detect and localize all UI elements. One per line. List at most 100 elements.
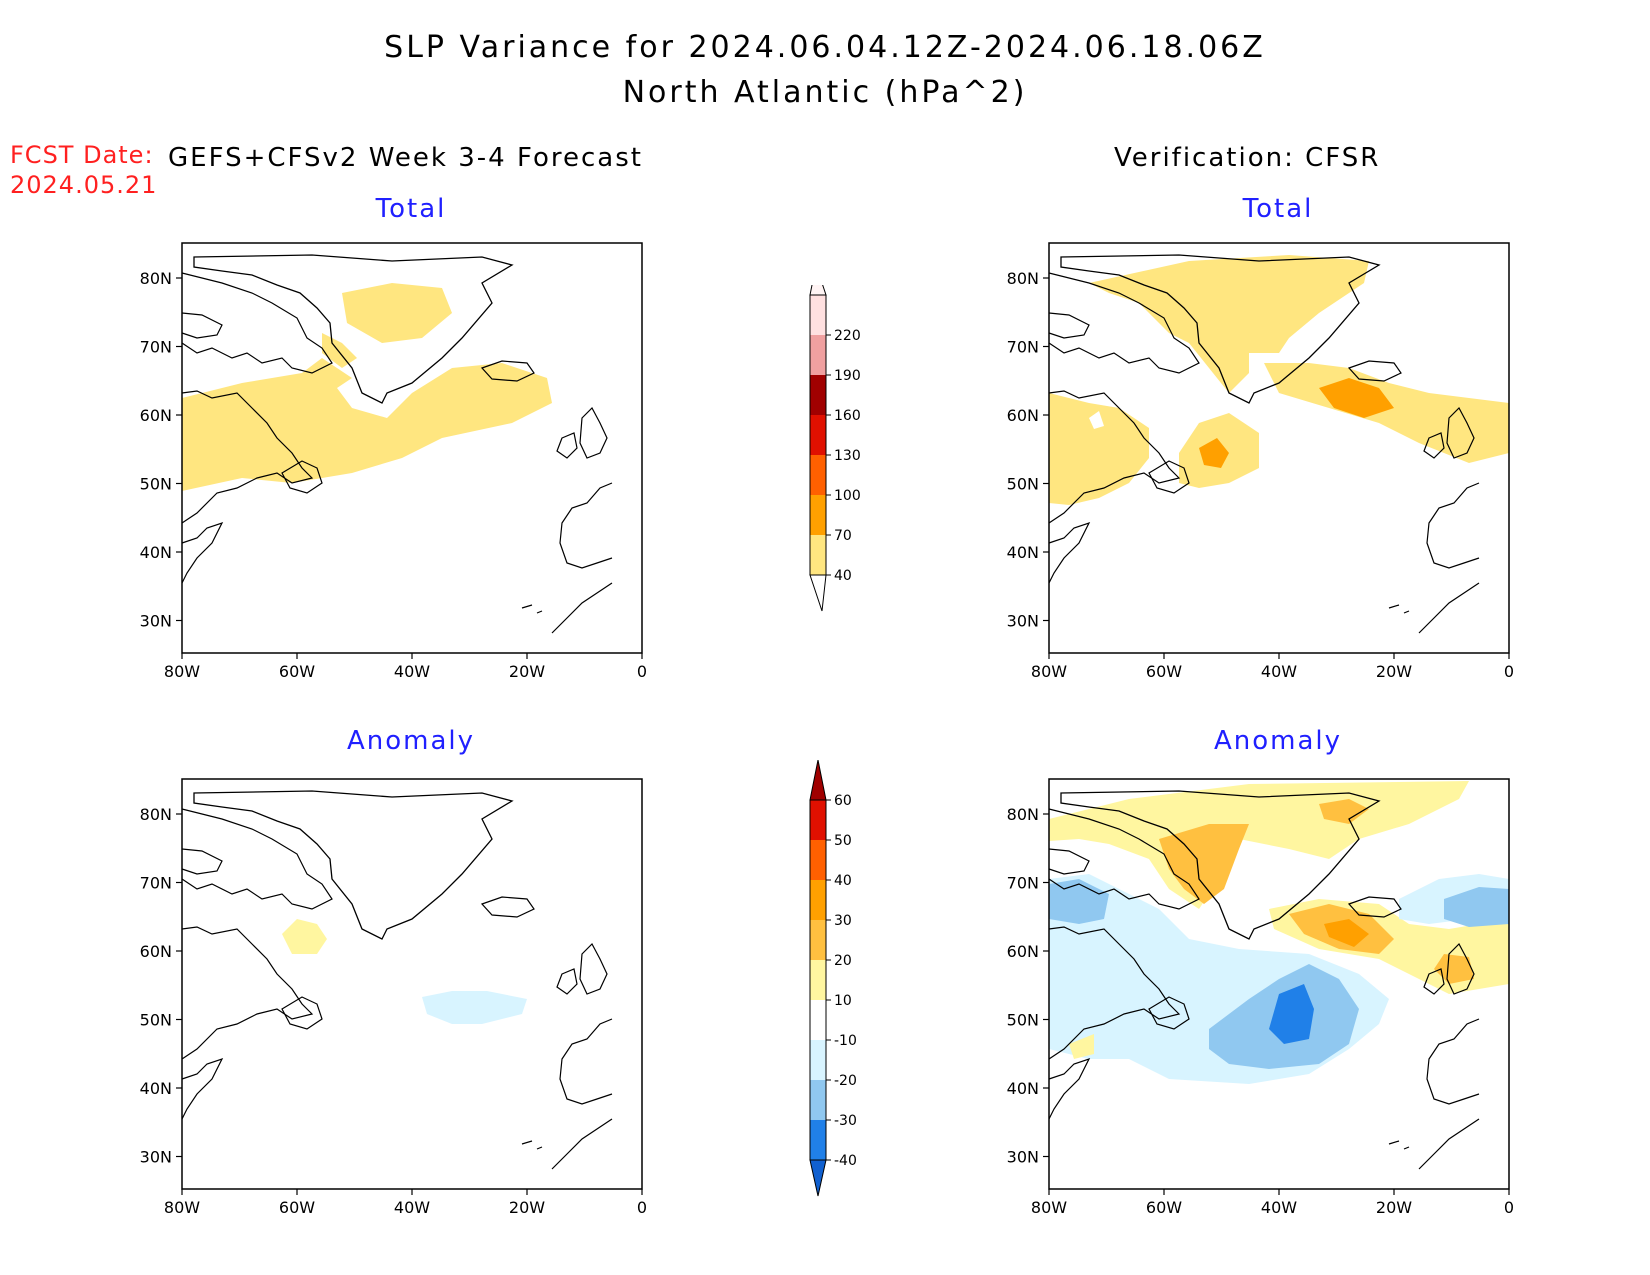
lat-tick-label: 70N [1007,874,1039,893]
colorbar-outline [809,294,827,576]
colorbar-swatch [810,335,826,375]
lon-axis-verification-anomaly: 80W 60W 40W 20W 0 [1031,1189,1514,1217]
contour-fill [1089,255,1369,393]
lat-tick-label: 50N [1007,1011,1039,1030]
contour-fill [1069,1034,1094,1059]
lat-tick-label: 60N [140,406,172,425]
map-verification-anomaly: 80N 70N 60N 50N 40N 30N 80W 60W 40W 20W 0 [1007,778,1514,1217]
lon-axis-forecast-anomaly: 80W 60W 40W 20W 0 [164,1189,647,1217]
colorbar-swatch [810,1000,826,1040]
map-verification-total: 80N 70N 60N 50N 40N 30N 80W 60W 40W 20W 0 [1007,242,1514,681]
lat-tick-label: 30N [140,1148,172,1167]
lon-tick-label: 0 [637,662,647,681]
contour-fill [1199,438,1229,468]
map-forecast-total: 80N 70N 60N 50N 40N 30N 80W 60W 40W 20W 0 [140,242,647,681]
contour-fill [1049,781,1469,909]
lon-tick-label: 20W [509,662,545,681]
forecast-heading: GEFS+CFSv2 Week 3-4 Forecast [168,143,643,173]
colorbar-label: 220 [834,328,861,344]
lon-axis-verification-total: 80W 60W 40W 20W 0 [1031,653,1514,681]
lat-tick-label: 30N [1007,1148,1039,1167]
colorbar-swatch [810,1040,826,1080]
colorbar-anomaly-swatches: -40 -30 -20 -10 10 20 30 40 50 60 [809,760,857,1197]
lat-tick-label: 70N [1007,338,1039,357]
contour-fill [182,358,552,491]
colorbar-label: -30 [834,1113,857,1129]
contour-fill [1434,954,1474,984]
contour-fill [1319,378,1394,418]
lat-tick-label: 40N [1007,1079,1039,1098]
lon-tick-label: 20W [1376,1198,1412,1217]
panel-title-obs-total: Total [1242,194,1314,224]
colorbar-label: 130 [834,448,861,464]
panel-title-fcst-anomaly: Anomaly [346,726,476,756]
lon-tick-label: 60W [279,662,315,681]
colorbar-swatch [810,295,826,335]
lon-tick-label: 40W [394,1198,430,1217]
lat-axis-verification-anomaly: 80N 70N 60N 50N 40N 30N [1007,805,1049,1167]
colorbar-swatch [810,1080,826,1120]
contour-fill [1049,879,1109,924]
lat-axis-forecast-total: 80N 70N 60N 50N 40N 30N [140,269,182,631]
fcst-date-value: 2024.05.21 [10,171,158,199]
lat-axis-verification-total: 80N 70N 60N 50N 40N 30N [1007,269,1049,631]
colorbar-upper-arrow [809,285,827,296]
contour-fill [1444,887,1509,927]
lat-tick-label: 80N [1007,805,1039,824]
colorbar-label: 30 [834,913,852,929]
colorbar-label: -40 [834,1153,857,1169]
contour-fill [1264,363,1509,463]
lon-tick-label: 80W [1031,1198,1067,1217]
lat-tick-label: 40N [140,1079,172,1098]
fcst-date-label: FCST Date: [10,141,154,169]
colorbar-lower-arrow [809,574,827,612]
colorbar-total: 40 70 100 130 160 190 220 [809,285,861,612]
lon-tick-label: 40W [394,662,430,681]
lat-tick-label: 30N [1007,612,1039,631]
colorbar-swatch [810,880,826,920]
colorbar-label: 160 [834,408,861,424]
lon-tick-label: 0 [637,1198,647,1217]
colorbar-label: -10 [834,1033,857,1049]
lat-tick-label: 60N [1007,942,1039,961]
colorbar-swatch [810,800,826,840]
lon-tick-label: 0 [1504,1198,1514,1217]
colorbar-total-swatches: 40 70 100 130 160 190 220 [809,285,861,612]
colorbar-label: 50 [834,833,852,849]
lat-tick-label: 80N [140,805,172,824]
colorbar-swatch [810,415,826,455]
colorbar-swatch [810,375,826,415]
lon-tick-label: 40W [1261,662,1297,681]
lat-tick-label: 60N [140,942,172,961]
map-frame [181,778,643,1190]
colorbar-swatch [810,840,826,880]
contour-fill [342,283,452,343]
lon-tick-label: 20W [509,1198,545,1217]
colorbar-label: 10 [834,993,852,1009]
lon-axis-forecast-total: 80W 60W 40W 20W 0 [164,653,647,681]
panel-title-obs-anomaly: Anomaly [1213,726,1343,756]
lat-tick-label: 70N [140,338,172,357]
colorbar-label: 60 [834,793,852,809]
colorbar-anomaly: -40 -30 -20 -10 10 20 30 40 50 60 [809,760,857,1197]
colorbar-swatch [810,920,826,960]
shading-forecast-anomaly [282,919,527,1024]
lon-tick-label: 80W [1031,662,1067,681]
main-subtitle: North Atlantic (hPa^2) [622,75,1028,110]
lat-tick-label: 40N [140,543,172,562]
contour-fill [1269,984,1314,1044]
map-forecast-anomaly: 80N 70N 60N 50N 40N 30N 80W 60W 40W 20W 0 [140,778,647,1217]
lat-axis-forecast-anomaly: 80N 70N 60N 50N 40N 30N [140,805,182,1167]
colorbar-label: 40 [834,568,852,584]
lat-tick-label: 50N [140,475,172,494]
shading-verification-anomaly [1049,781,1509,1084]
colorbar-label: -20 [834,1073,857,1089]
contour-fill [1159,824,1249,904]
verification-heading: Verification: CFSR [1114,143,1381,173]
lat-tick-label: 50N [1007,475,1039,494]
lat-tick-label: 30N [140,612,172,631]
lon-tick-label: 80W [164,1198,200,1217]
lat-tick-label: 80N [1007,269,1039,288]
colorbar-outline [809,799,827,1161]
lat-tick-label: 60N [1007,406,1039,425]
